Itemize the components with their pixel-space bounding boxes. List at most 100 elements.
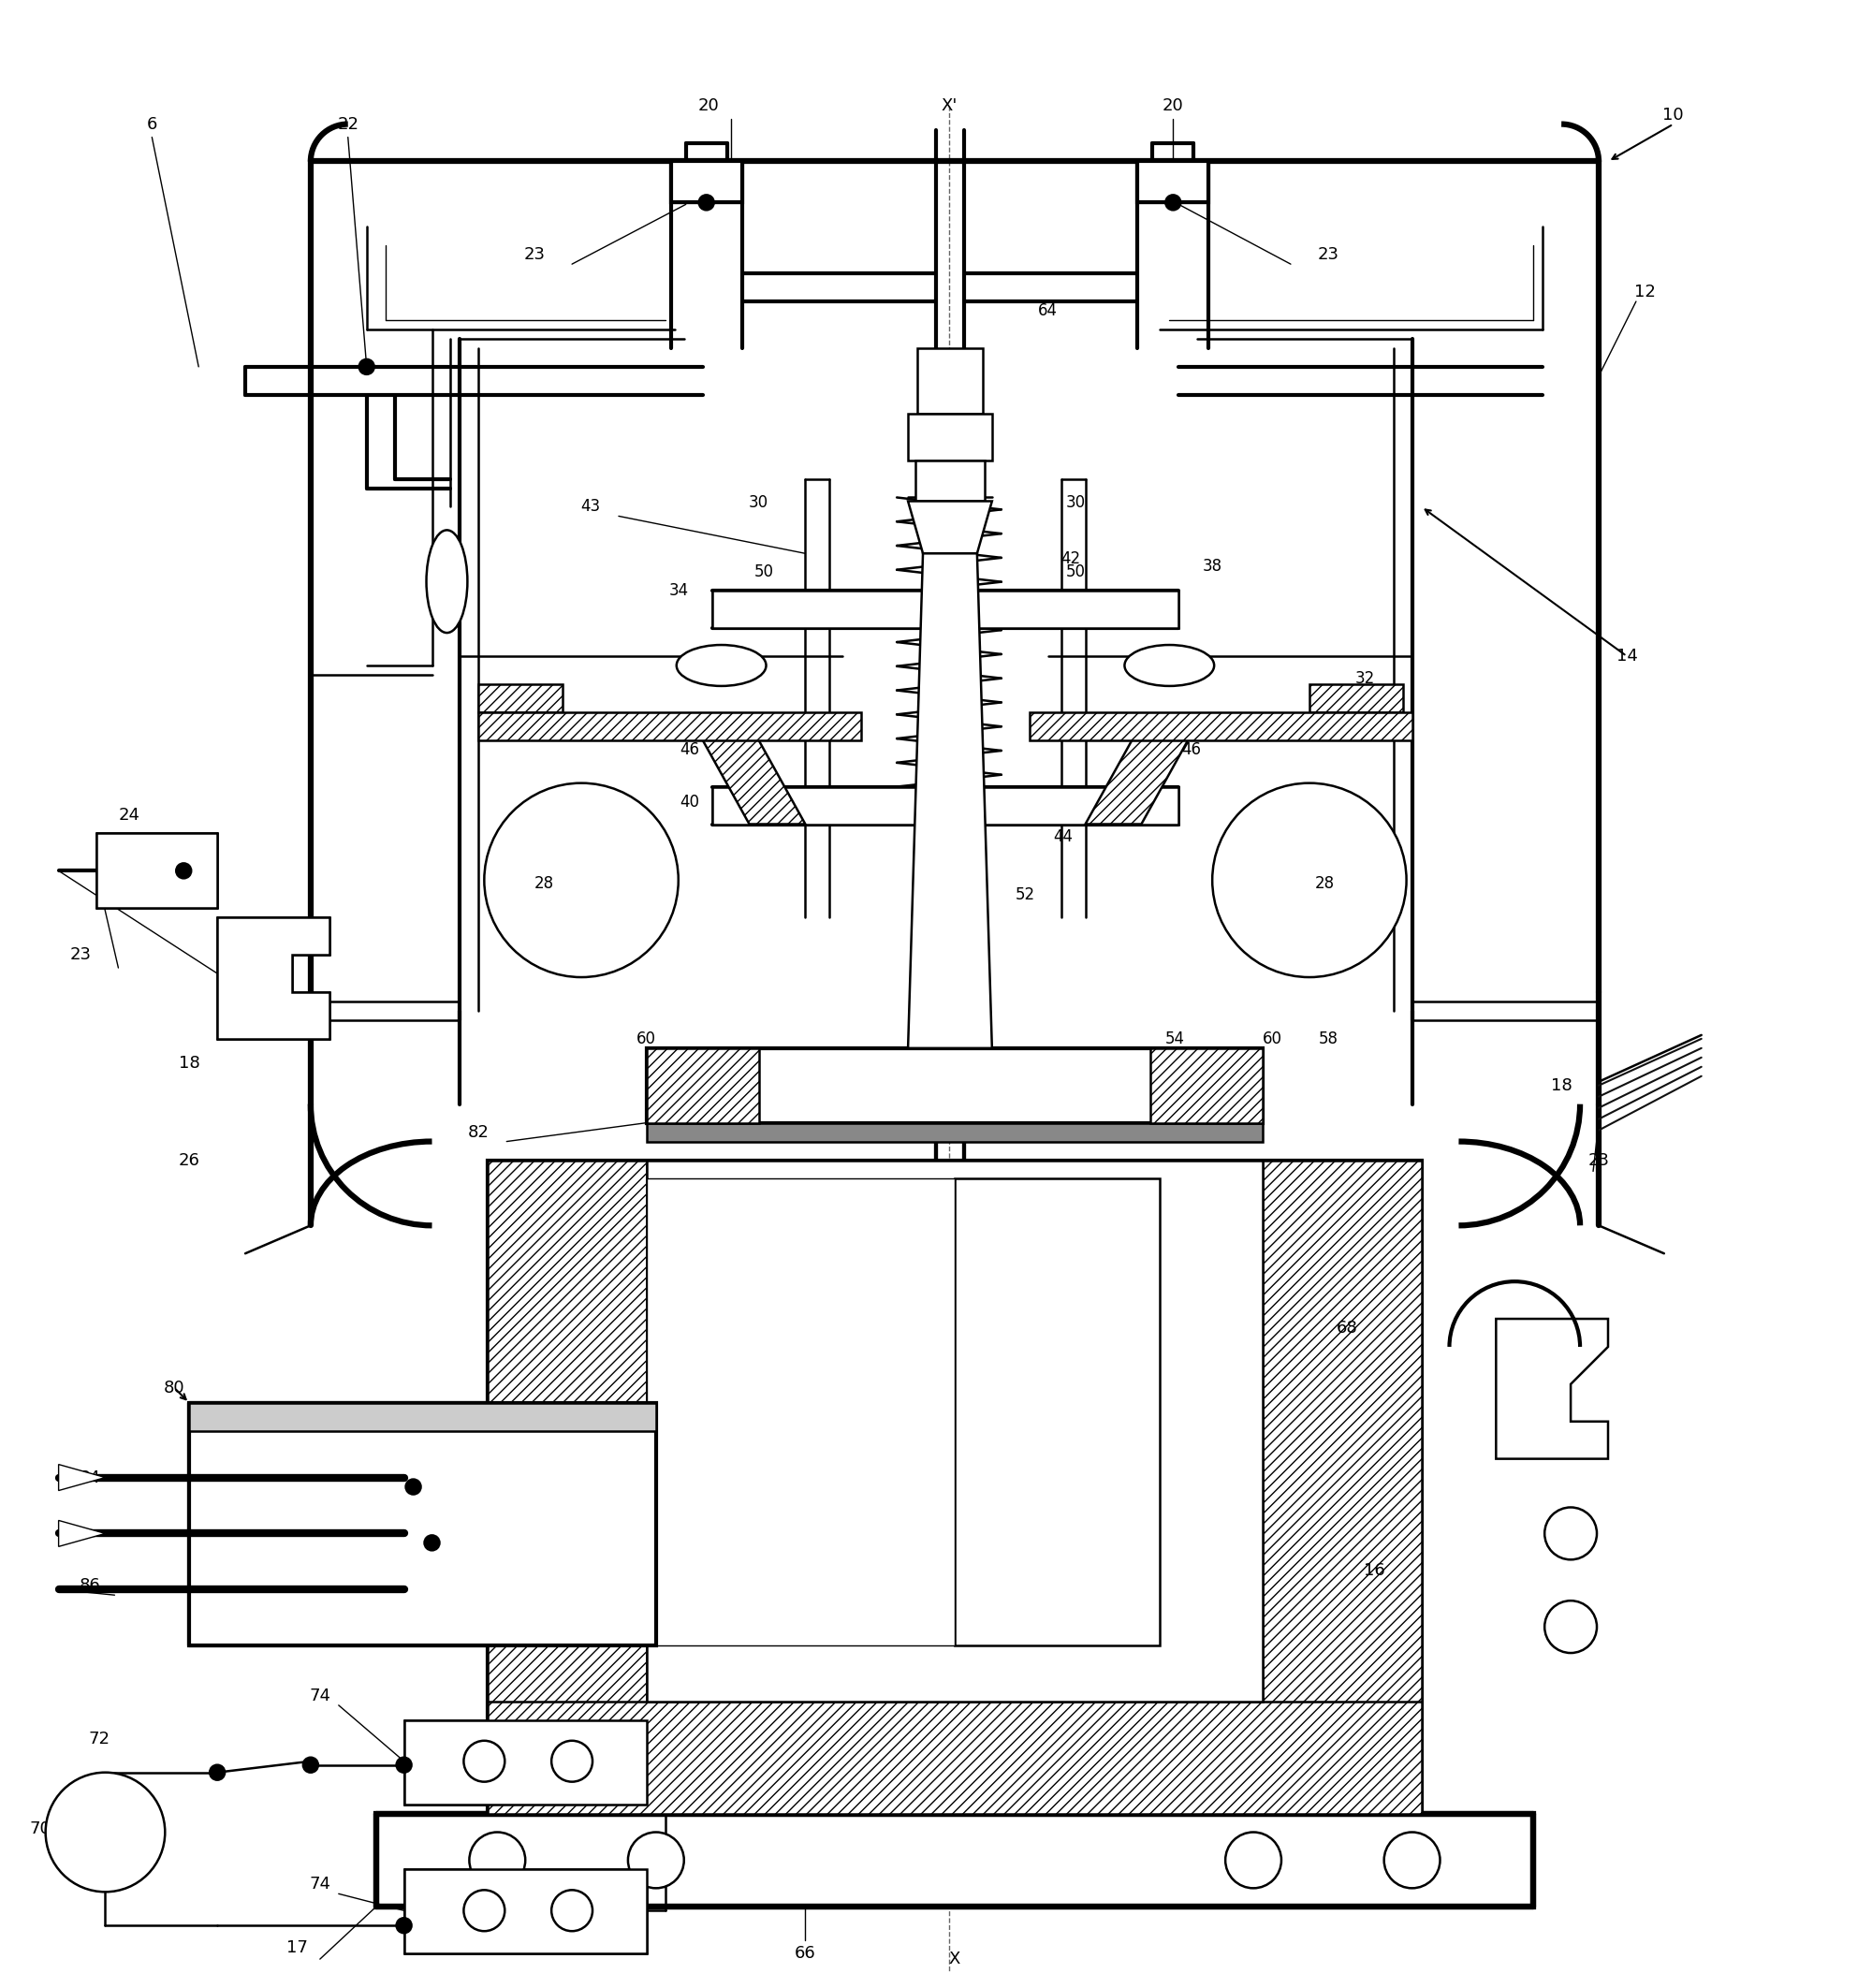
Bar — [1264, 1161, 1421, 1775]
Bar — [189, 1404, 655, 1646]
Circle shape — [45, 1773, 165, 1893]
Circle shape — [1544, 1600, 1597, 1652]
Bar — [646, 1123, 1264, 1141]
Text: 26: 26 — [178, 1151, 200, 1169]
Bar — [908, 414, 992, 459]
Text: 74: 74 — [309, 1688, 331, 1704]
Circle shape — [464, 1741, 505, 1781]
Bar — [917, 348, 983, 414]
Circle shape — [397, 1757, 412, 1773]
Text: 22: 22 — [337, 115, 359, 133]
Bar — [489, 1702, 1421, 1813]
Text: X: X — [949, 1950, 960, 1968]
Ellipse shape — [676, 644, 766, 686]
Text: 74: 74 — [309, 1877, 331, 1893]
Circle shape — [698, 195, 713, 211]
Circle shape — [176, 863, 191, 879]
Text: 20: 20 — [698, 97, 719, 113]
Text: X': X' — [942, 97, 957, 113]
Circle shape — [406, 1479, 421, 1495]
Bar — [646, 1179, 955, 1646]
Bar — [404, 1869, 646, 1954]
Text: 80: 80 — [163, 1380, 185, 1396]
Text: 72: 72 — [88, 1730, 110, 1747]
Text: 50: 50 — [754, 565, 775, 580]
Bar — [404, 1720, 646, 1805]
Polygon shape — [1030, 712, 1411, 740]
Text: 23: 23 — [71, 946, 92, 964]
Text: 40: 40 — [680, 793, 700, 811]
Text: 48: 48 — [556, 718, 577, 736]
Text: 70: 70 — [30, 1819, 51, 1837]
Circle shape — [1226, 1833, 1280, 1889]
Text: 17: 17 — [286, 1940, 309, 1956]
Bar — [711, 590, 1179, 628]
Text: 6: 6 — [146, 115, 157, 133]
Bar — [1151, 1048, 1264, 1123]
Circle shape — [552, 1891, 593, 1930]
Polygon shape — [58, 1465, 105, 1491]
Circle shape — [470, 1833, 526, 1889]
Circle shape — [210, 1765, 225, 1779]
Bar — [711, 787, 1179, 825]
Bar — [1138, 161, 1209, 203]
Bar — [489, 1161, 646, 1775]
Bar — [646, 1048, 758, 1123]
Polygon shape — [1496, 1318, 1608, 1459]
Text: 43: 43 — [580, 499, 601, 515]
Text: 23: 23 — [524, 247, 545, 262]
Bar — [915, 459, 985, 501]
Bar — [376, 1813, 1533, 1906]
Text: 32: 32 — [1355, 670, 1376, 688]
Text: 50: 50 — [1067, 565, 1086, 580]
Circle shape — [1166, 195, 1181, 211]
Text: 66: 66 — [796, 1944, 816, 1962]
Text: 28: 28 — [534, 875, 554, 893]
Text: 58: 58 — [1318, 1030, 1338, 1048]
Text: 10: 10 — [1662, 105, 1685, 123]
Circle shape — [1544, 1507, 1597, 1561]
Text: 46: 46 — [1181, 742, 1202, 757]
Text: 18: 18 — [1550, 1077, 1572, 1093]
Text: 83: 83 — [515, 1417, 535, 1433]
Text: 30: 30 — [749, 495, 769, 511]
Text: 23: 23 — [1587, 1151, 1610, 1169]
Circle shape — [464, 1891, 505, 1930]
Polygon shape — [908, 501, 992, 553]
Circle shape — [627, 1833, 683, 1889]
Circle shape — [1213, 783, 1406, 978]
Text: 30: 30 — [1067, 495, 1086, 511]
Circle shape — [552, 1741, 593, 1781]
Bar — [670, 161, 741, 203]
Text: 23: 23 — [1318, 247, 1338, 262]
Polygon shape — [702, 740, 805, 825]
Polygon shape — [479, 684, 563, 712]
Bar — [189, 1404, 655, 1431]
Text: 60: 60 — [1262, 1030, 1282, 1048]
Text: 54: 54 — [1164, 1030, 1185, 1048]
Text: 24: 24 — [118, 807, 140, 823]
Circle shape — [303, 1757, 318, 1773]
Text: 20: 20 — [1163, 97, 1183, 113]
Circle shape — [397, 1918, 412, 1932]
Text: 28: 28 — [1314, 875, 1335, 893]
Bar — [646, 1048, 1264, 1123]
Text: 42: 42 — [1061, 551, 1080, 567]
Text: 86: 86 — [80, 1576, 101, 1594]
Text: 38: 38 — [1202, 559, 1222, 575]
Text: 16: 16 — [1365, 1563, 1385, 1578]
Text: 76: 76 — [762, 1300, 782, 1318]
Polygon shape — [217, 918, 329, 1040]
Text: 12: 12 — [1634, 284, 1657, 300]
Polygon shape — [95, 833, 217, 909]
Polygon shape — [58, 1521, 105, 1547]
Polygon shape — [1086, 740, 1189, 825]
Circle shape — [425, 1535, 440, 1551]
Text: 62: 62 — [940, 358, 958, 376]
Circle shape — [359, 360, 374, 374]
Circle shape — [1383, 1833, 1440, 1889]
Ellipse shape — [427, 531, 468, 632]
Bar — [646, 1161, 1264, 1702]
Text: 64: 64 — [1039, 302, 1058, 320]
Text: 84: 84 — [80, 1469, 101, 1485]
